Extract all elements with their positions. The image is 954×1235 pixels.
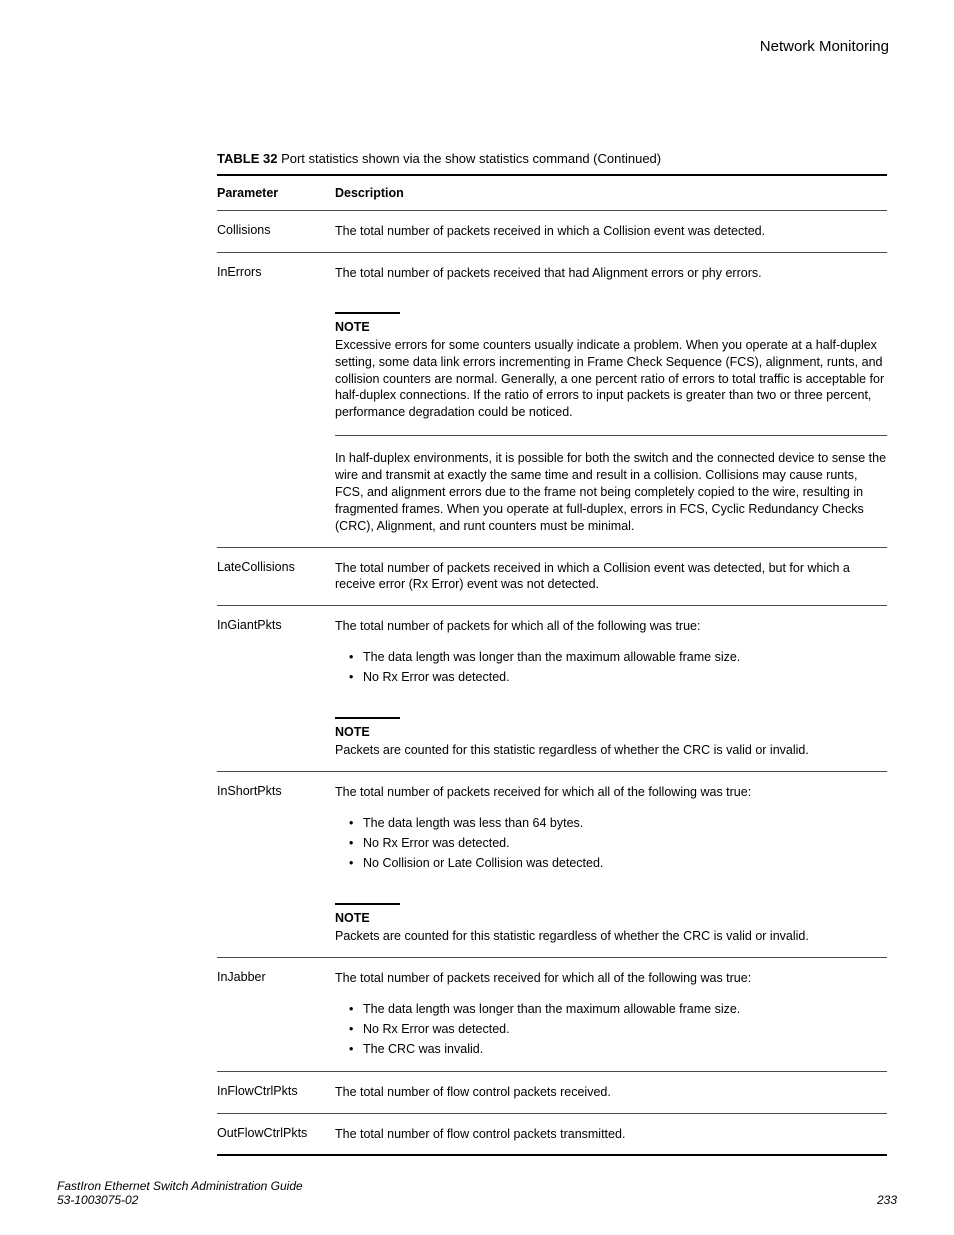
list-item: The data length was less than 64 bytes.	[349, 813, 887, 833]
list-item: No Collision or Late Collision was detec…	[349, 853, 887, 873]
footer-left: FastIron Ethernet Switch Administration …	[57, 1179, 303, 1207]
note-body: Packets are counted for this statistic r…	[335, 928, 887, 945]
desc-cell: The total number of packets received for…	[335, 784, 887, 945]
list-item: The CRC was invalid.	[349, 1039, 887, 1059]
param-cell: InJabber	[217, 970, 335, 1059]
table-caption: TABLE 32 Port statistics shown via the s…	[217, 151, 887, 166]
bullet-list: The data length was longer than the maxi…	[335, 647, 887, 687]
section-header: Network Monitoring	[57, 38, 897, 55]
list-item: No Rx Error was detected.	[349, 667, 887, 687]
list-item: The data length was longer than the maxi…	[349, 647, 887, 667]
table-row: InFlowCtrlPkts The total number of flow …	[217, 1072, 887, 1114]
note-block: NOTE Excessive errors for some counters …	[335, 312, 887, 535]
note-label: NOTE	[335, 725, 887, 739]
table-caption-label: TABLE 32	[217, 151, 277, 166]
list-item: The data length was longer than the maxi…	[349, 999, 887, 1019]
desc-cell: The total number of packets received tha…	[335, 265, 887, 535]
note-body-p1: Excessive errors for some counters usual…	[335, 337, 887, 421]
list-item: No Rx Error was detected.	[349, 1019, 887, 1039]
bullet-list: The data length was longer than the maxi…	[335, 999, 887, 1059]
param-cell: OutFlowCtrlPkts	[217, 1126, 335, 1143]
desc-cell: The total number of packets received in …	[335, 560, 887, 594]
th-description: Description	[335, 186, 887, 200]
desc-cell: The total number of packets received in …	[335, 223, 887, 240]
param-cell: InGiantPkts	[217, 618, 335, 759]
bullet-list: The data length was less than 64 bytes. …	[335, 813, 887, 873]
footer-right: 233	[877, 1193, 897, 1207]
th-parameter: Parameter	[217, 186, 335, 200]
guide-title: FastIron Ethernet Switch Administration …	[57, 1179, 303, 1193]
note-separator	[335, 435, 887, 436]
param-cell: InShortPkts	[217, 784, 335, 945]
note-block: NOTE Packets are counted for this statis…	[335, 717, 887, 759]
table-row: LateCollisions The total number of packe…	[217, 548, 887, 607]
page-number: 233	[877, 1193, 897, 1207]
desc-text: The total number of packets received for…	[335, 784, 887, 801]
desc-cell: The total number of flow control packets…	[335, 1126, 887, 1143]
desc-cell: The total number of flow control packets…	[335, 1084, 887, 1101]
table-row: OutFlowCtrlPkts The total number of flow…	[217, 1114, 887, 1157]
param-cell: LateCollisions	[217, 560, 335, 594]
note-body-p2: In half-duplex environments, it is possi…	[335, 450, 887, 534]
note-rule	[335, 717, 400, 719]
param-cell: InFlowCtrlPkts	[217, 1084, 335, 1101]
desc-text: The total number of packets for which al…	[335, 618, 887, 635]
desc-cell: The total number of packets for which al…	[335, 618, 887, 759]
desc-text: The total number of packets received tha…	[335, 265, 887, 282]
note-rule	[335, 903, 400, 905]
table-row: InJabber The total number of packets rec…	[217, 958, 887, 1072]
note-body: Packets are counted for this statistic r…	[335, 742, 887, 759]
table-header-row: Parameter Description	[217, 174, 887, 211]
content-area: TABLE 32 Port statistics shown via the s…	[57, 151, 897, 1156]
table-caption-text: Port statistics shown via the show stati…	[281, 151, 661, 166]
note-block: NOTE Packets are counted for this statis…	[335, 903, 887, 945]
table-row: Collisions The total number of packets r…	[217, 211, 887, 253]
note-label: NOTE	[335, 320, 887, 334]
table-row: InGiantPkts The total number of packets …	[217, 606, 887, 772]
param-cell: InErrors	[217, 265, 335, 535]
desc-text: The total number of packets received for…	[335, 970, 887, 987]
doc-number: 53-1003075-02	[57, 1193, 303, 1207]
list-item: No Rx Error was detected.	[349, 833, 887, 853]
note-rule	[335, 312, 400, 314]
param-cell: Collisions	[217, 223, 335, 240]
page-footer: FastIron Ethernet Switch Administration …	[57, 1179, 897, 1207]
table-row: InShortPkts The total number of packets …	[217, 772, 887, 958]
desc-cell: The total number of packets received for…	[335, 970, 887, 1059]
table-row: InErrors The total number of packets rec…	[217, 253, 887, 548]
note-label: NOTE	[335, 911, 887, 925]
